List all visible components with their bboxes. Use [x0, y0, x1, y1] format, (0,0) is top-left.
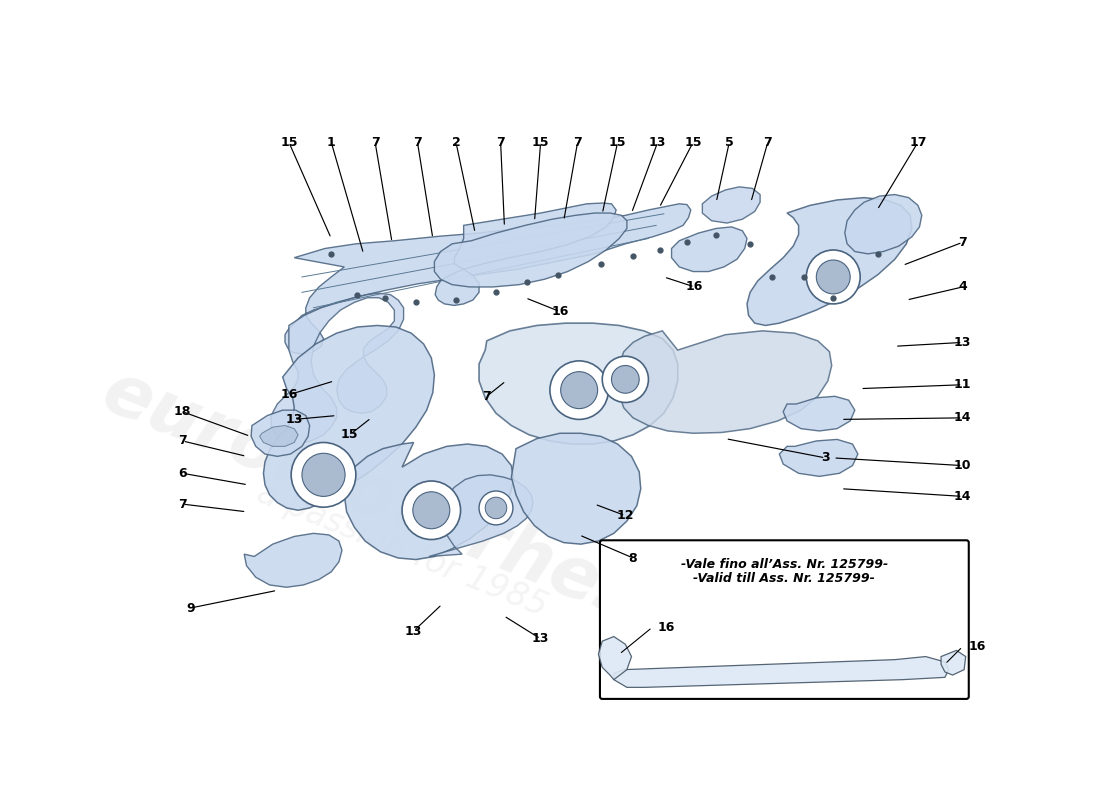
Circle shape: [806, 250, 860, 304]
Text: 3: 3: [822, 451, 829, 464]
Text: 16: 16: [280, 388, 297, 402]
Polygon shape: [344, 442, 514, 559]
Text: 13: 13: [532, 632, 549, 646]
Text: 13: 13: [405, 625, 422, 638]
Polygon shape: [614, 657, 948, 687]
Text: 7: 7: [371, 136, 380, 149]
Polygon shape: [251, 410, 310, 456]
Text: 7: 7: [483, 390, 491, 403]
Text: 2: 2: [452, 136, 460, 149]
Polygon shape: [703, 187, 760, 223]
Text: 7: 7: [414, 136, 421, 149]
Text: 14: 14: [954, 411, 971, 424]
Polygon shape: [512, 434, 640, 544]
Circle shape: [485, 497, 507, 518]
Text: 15: 15: [684, 136, 702, 149]
Text: 7: 7: [763, 136, 772, 149]
Text: 1: 1: [327, 136, 336, 149]
Text: -Valid till Ass. Nr. 125799-: -Valid till Ass. Nr. 125799-: [693, 571, 876, 585]
Text: 9: 9: [186, 602, 195, 614]
Text: 7: 7: [958, 236, 967, 249]
Circle shape: [561, 372, 597, 409]
Text: 11: 11: [954, 378, 971, 391]
Polygon shape: [429, 475, 534, 557]
Text: 7: 7: [496, 136, 505, 149]
Text: 18: 18: [174, 405, 191, 418]
Text: 16: 16: [686, 281, 703, 294]
Text: 12: 12: [617, 509, 634, 522]
Text: 15: 15: [341, 428, 359, 442]
Text: 7: 7: [178, 434, 187, 447]
Circle shape: [603, 356, 649, 402]
Polygon shape: [845, 194, 922, 254]
Circle shape: [816, 260, 850, 294]
Text: euromotorhes: euromotorhes: [92, 357, 650, 636]
Circle shape: [301, 454, 345, 496]
Circle shape: [412, 492, 450, 529]
Text: 5: 5: [725, 136, 734, 149]
Polygon shape: [747, 198, 912, 326]
Polygon shape: [434, 213, 627, 287]
Polygon shape: [598, 637, 631, 680]
Text: 13: 13: [286, 413, 302, 426]
Polygon shape: [942, 650, 966, 675]
Polygon shape: [779, 439, 858, 476]
Text: 15: 15: [609, 136, 626, 149]
Text: 13: 13: [649, 136, 667, 149]
Text: 6: 6: [178, 467, 187, 480]
Polygon shape: [671, 227, 747, 271]
Polygon shape: [271, 293, 404, 444]
Text: 14: 14: [954, 490, 971, 503]
Text: 15: 15: [280, 136, 298, 149]
Circle shape: [478, 491, 513, 525]
Text: 8: 8: [629, 551, 637, 565]
Text: 17: 17: [910, 136, 926, 149]
Text: 10: 10: [954, 459, 971, 472]
Text: 7: 7: [178, 498, 187, 510]
Text: 15: 15: [532, 136, 549, 149]
Text: a passion for 1985: a passion for 1985: [252, 477, 552, 624]
Circle shape: [402, 481, 461, 539]
Polygon shape: [783, 396, 855, 431]
Circle shape: [292, 442, 356, 507]
Polygon shape: [618, 331, 832, 434]
Polygon shape: [480, 323, 678, 444]
Circle shape: [612, 366, 639, 394]
Circle shape: [550, 361, 608, 419]
Polygon shape: [436, 203, 616, 306]
Text: -Vale fino all’Ass. Nr. 125799-: -Vale fino all’Ass. Nr. 125799-: [681, 558, 888, 570]
Text: 16: 16: [658, 621, 675, 634]
Polygon shape: [260, 426, 298, 446]
Text: 4: 4: [958, 281, 967, 294]
Text: 16: 16: [969, 640, 986, 653]
Text: 13: 13: [954, 336, 971, 349]
Polygon shape: [264, 326, 434, 510]
FancyBboxPatch shape: [600, 540, 969, 699]
Polygon shape: [285, 204, 691, 354]
Text: 16: 16: [551, 305, 569, 318]
Polygon shape: [244, 534, 342, 587]
Text: 7: 7: [573, 136, 582, 149]
